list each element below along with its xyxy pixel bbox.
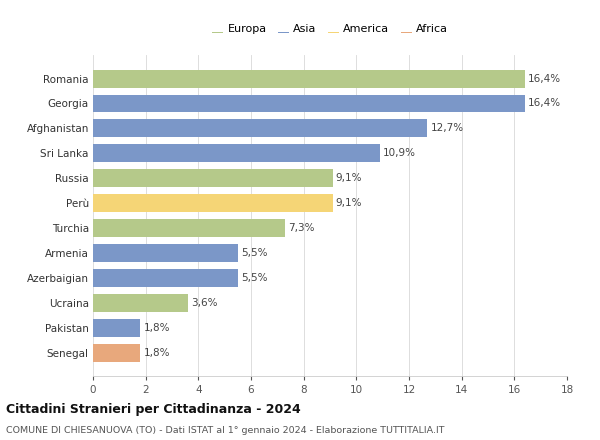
Bar [93,194,332,212]
Text: 5,5%: 5,5% [241,248,268,258]
Text: 9,1%: 9,1% [336,173,362,183]
Text: 5,5%: 5,5% [241,273,268,283]
Text: Cittadini Stranieri per Cittadinanza - 2024: Cittadini Stranieri per Cittadinanza - 2… [6,403,301,416]
Text: 7,3%: 7,3% [289,223,315,233]
Bar [93,269,238,287]
Bar [93,219,285,237]
Text: 12,7%: 12,7% [431,123,464,133]
Bar [93,244,238,262]
Text: 9,1%: 9,1% [336,198,362,208]
Bar [93,70,525,88]
Text: 3,6%: 3,6% [191,298,217,308]
Text: 1,8%: 1,8% [143,323,170,333]
Bar [93,144,380,162]
Bar [93,95,525,113]
Legend: Europa, Asia, America, Africa: Europa, Asia, America, Africa [208,19,452,38]
Text: COMUNE DI CHIESANUOVA (TO) - Dati ISTAT al 1° gennaio 2024 - Elaborazione TUTTIT: COMUNE DI CHIESANUOVA (TO) - Dati ISTAT … [6,426,445,435]
Bar [93,319,140,337]
Text: 16,4%: 16,4% [528,73,561,84]
Text: 10,9%: 10,9% [383,148,416,158]
Text: 1,8%: 1,8% [143,348,170,358]
Bar [93,169,332,187]
Bar [93,294,188,312]
Text: 16,4%: 16,4% [528,99,561,109]
Bar [93,119,427,137]
Bar [93,344,140,362]
